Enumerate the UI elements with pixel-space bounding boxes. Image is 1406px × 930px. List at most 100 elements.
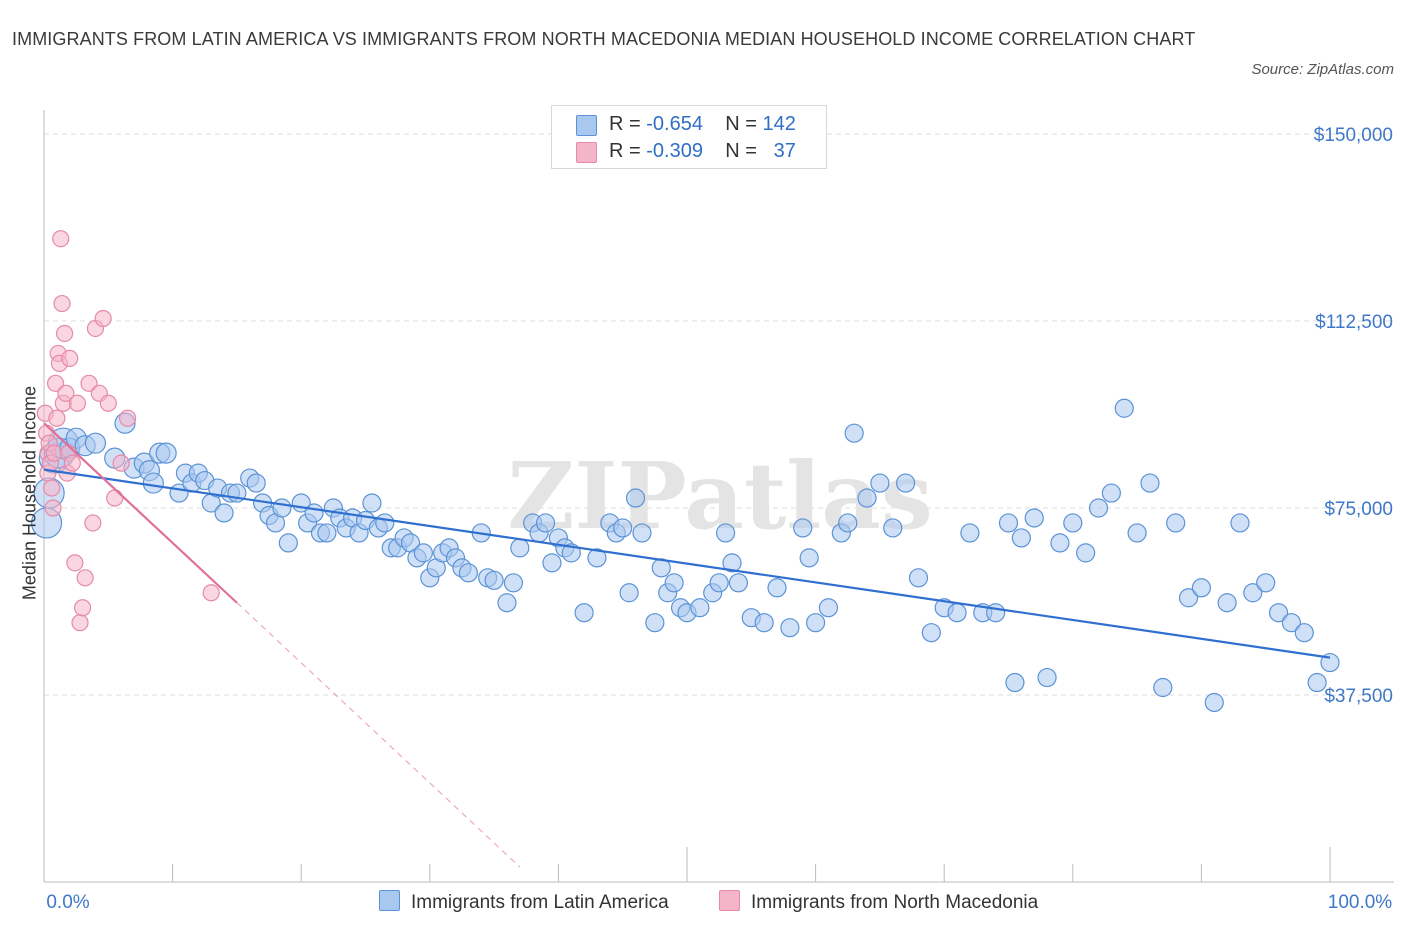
legend-swatch-pink bbox=[576, 142, 597, 163]
data-point-latin-america bbox=[214, 503, 234, 523]
data-point-latin-america bbox=[413, 543, 433, 563]
legend-n-label: N = bbox=[725, 140, 763, 162]
data-point-latin-america bbox=[908, 568, 929, 588]
y-tick-label: $75,000 bbox=[1324, 499, 1393, 520]
y-tick-label: $112,500 bbox=[1315, 312, 1393, 333]
data-point-latin-america bbox=[1140, 473, 1160, 493]
data-point-north-macedonia bbox=[43, 479, 61, 497]
data-point-latin-america bbox=[805, 613, 826, 633]
data-point-latin-america bbox=[503, 573, 523, 593]
data-point-latin-america bbox=[793, 518, 813, 538]
trendline-north-macedonia-extension bbox=[236, 602, 521, 868]
data-point-latin-america bbox=[272, 498, 292, 518]
data-point-north-macedonia bbox=[202, 584, 220, 602]
data-point-latin-america bbox=[986, 603, 1006, 623]
data-point-latin-america bbox=[998, 513, 1019, 533]
data-point-latin-america bbox=[84, 432, 107, 454]
data-point-latin-america bbox=[767, 578, 787, 598]
data-point-latin-america bbox=[722, 553, 742, 573]
legend-r-value: -0.309 bbox=[646, 140, 703, 162]
data-point-latin-america bbox=[1050, 533, 1070, 553]
data-point-latin-america bbox=[1178, 588, 1199, 608]
data-point-latin-america bbox=[574, 603, 594, 623]
data-point-latin-america bbox=[844, 423, 864, 443]
legend-r-label: R = bbox=[609, 113, 647, 135]
data-point-north-macedonia bbox=[57, 384, 75, 402]
data-point-latin-america bbox=[690, 598, 710, 618]
data-point-north-macedonia bbox=[76, 569, 94, 587]
data-point-latin-america bbox=[1076, 543, 1096, 563]
data-point-north-macedonia bbox=[118, 409, 137, 427]
data-point-latin-america bbox=[1037, 667, 1057, 688]
legend-r-label: R = bbox=[609, 140, 647, 162]
x-tick-label: 0.0% bbox=[46, 892, 89, 913]
data-point-latin-america bbox=[142, 472, 164, 494]
data-point-latin-america bbox=[870, 473, 890, 493]
correlation-legend: R = -0.654 N = 142 R = -0.309 N = 37 bbox=[551, 105, 827, 169]
y-tick-label: $37,500 bbox=[1324, 686, 1393, 707]
data-point-latin-america bbox=[1256, 573, 1276, 593]
chart-source: Source: ZipAtlas.com bbox=[1251, 61, 1394, 78]
bottom-legend-latin-america[interactable]: Immigrants from Latin America bbox=[379, 890, 669, 914]
data-point-latin-america bbox=[1063, 513, 1083, 533]
data-point-latin-america bbox=[921, 623, 941, 643]
data-point-latin-america bbox=[246, 473, 266, 493]
bottom-legend-north-macedonia[interactable]: Immigrants from North Macedonia bbox=[719, 890, 1038, 914]
data-point-latin-america bbox=[1005, 672, 1025, 693]
data-point-latin-america bbox=[542, 553, 562, 573]
data-point-north-macedonia bbox=[80, 374, 98, 392]
data-point-latin-america bbox=[632, 523, 652, 543]
data-point-north-macedonia bbox=[73, 599, 92, 617]
data-point-latin-america bbox=[754, 613, 774, 633]
data-point-latin-america bbox=[709, 573, 729, 593]
data-point-latin-america bbox=[1320, 652, 1340, 673]
data-point-latin-america bbox=[1294, 623, 1314, 643]
data-point-latin-america bbox=[1281, 613, 1302, 633]
data-point-latin-america bbox=[587, 548, 607, 568]
data-point-north-macedonia bbox=[46, 374, 65, 392]
data-point-latin-america bbox=[947, 603, 967, 623]
x-tick-label: 100.0% bbox=[1328, 892, 1393, 913]
bottom-legend-label: Immigrants from North Macedonia bbox=[751, 892, 1039, 913]
data-point-latin-america bbox=[728, 573, 749, 593]
data-point-latin-america bbox=[780, 618, 800, 638]
data-point-latin-america bbox=[155, 442, 177, 464]
data-point-north-macedonia bbox=[66, 554, 84, 572]
data-point-latin-america bbox=[960, 523, 980, 543]
data-point-north-macedonia bbox=[106, 489, 124, 507]
data-point-latin-america bbox=[1114, 398, 1134, 418]
data-point-north-macedonia bbox=[71, 614, 89, 632]
data-point-latin-america bbox=[1191, 578, 1212, 598]
data-point-latin-america bbox=[799, 548, 819, 568]
data-point-latin-america bbox=[484, 570, 504, 590]
data-point-latin-america bbox=[1166, 513, 1186, 533]
data-point-latin-america bbox=[1307, 672, 1327, 693]
data-point-north-macedonia bbox=[99, 394, 117, 412]
y-tick-label: $150,000 bbox=[1314, 125, 1393, 146]
data-point-latin-america bbox=[317, 523, 337, 543]
legend-n-label: N = bbox=[725, 113, 763, 135]
data-point-latin-america bbox=[304, 503, 324, 523]
data-point-latin-america bbox=[818, 598, 839, 618]
data-point-latin-america bbox=[883, 518, 903, 538]
data-point-north-macedonia bbox=[94, 309, 112, 328]
data-point-north-macedonia bbox=[63, 454, 81, 472]
data-point-latin-america bbox=[896, 473, 916, 493]
data-point-latin-america bbox=[1101, 483, 1121, 503]
data-point-north-macedonia bbox=[112, 454, 130, 472]
legend-swatch-blue bbox=[576, 115, 597, 136]
legend-n-value: 142 bbox=[762, 113, 796, 135]
data-point-north-macedonia bbox=[52, 230, 70, 248]
legend-r-value: -0.654 bbox=[646, 113, 703, 135]
data-point-latin-america bbox=[715, 523, 736, 543]
data-point-latin-america bbox=[1127, 523, 1147, 543]
data-point-latin-america bbox=[510, 538, 530, 558]
data-point-latin-america bbox=[362, 493, 382, 513]
data-point-north-macedonia bbox=[84, 514, 102, 532]
data-point-latin-america bbox=[1011, 528, 1031, 548]
data-point-north-macedonia bbox=[48, 409, 66, 427]
data-point-latin-america bbox=[1230, 513, 1250, 533]
data-point-latin-america bbox=[375, 513, 395, 533]
y-axis-title: Median Household Income bbox=[19, 385, 40, 601]
